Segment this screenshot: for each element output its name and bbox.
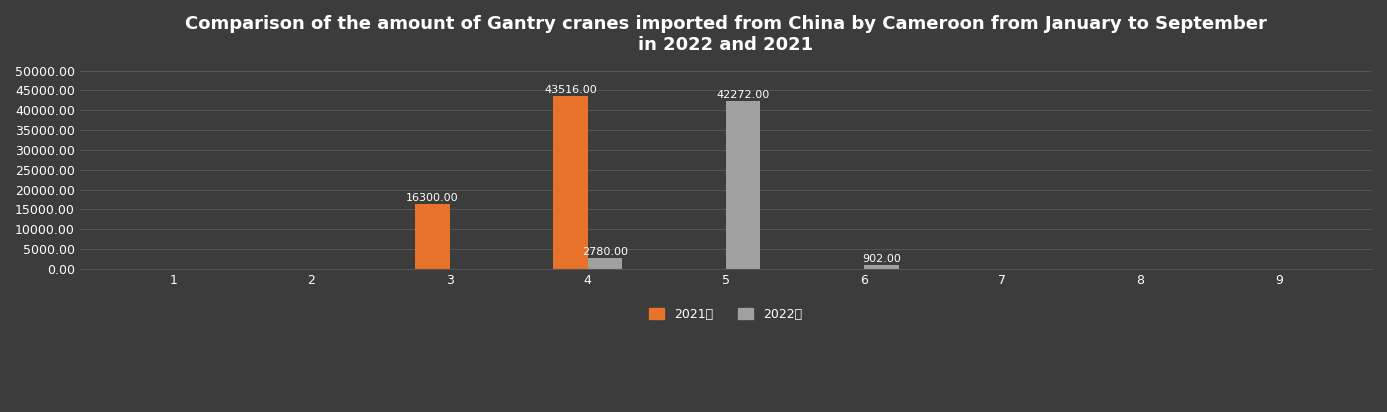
Bar bbox=[725, 101, 760, 269]
Text: 16300.00: 16300.00 bbox=[406, 193, 459, 203]
Bar bbox=[415, 204, 449, 269]
Text: 42272.00: 42272.00 bbox=[717, 90, 770, 100]
Bar bbox=[588, 258, 623, 269]
Legend: 2021年, 2022年: 2021年, 2022年 bbox=[645, 303, 807, 326]
Bar bbox=[864, 265, 899, 269]
Text: 2780.00: 2780.00 bbox=[583, 246, 628, 257]
Text: 902.00: 902.00 bbox=[861, 254, 900, 264]
Bar bbox=[553, 96, 588, 269]
Text: 43516.00: 43516.00 bbox=[544, 85, 596, 95]
Title: Comparison of the amount of Gantry cranes imported from China by Cameroon from J: Comparison of the amount of Gantry crane… bbox=[184, 15, 1266, 54]
